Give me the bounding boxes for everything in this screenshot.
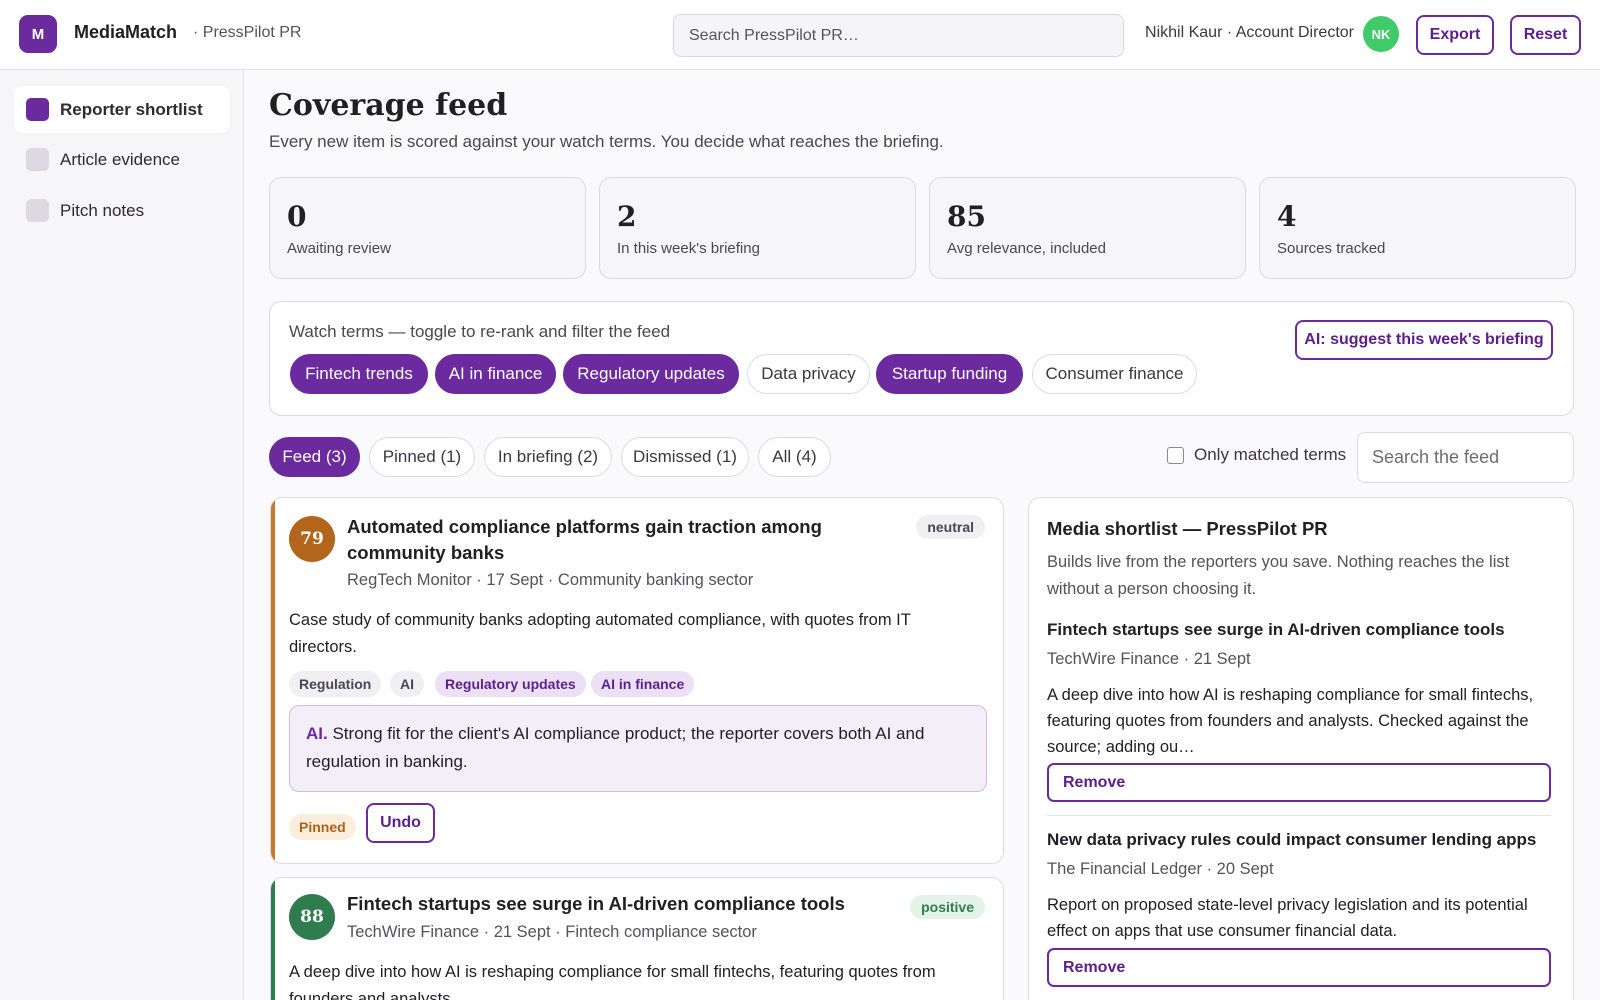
only-matched-label: Only matched terms: [1194, 445, 1347, 464]
panel-title: Media shortlist — PressPilot PR: [1047, 518, 1328, 539]
card-summary: A deep dive into how AI is reshaping com…: [289, 963, 936, 1000]
sidebar-item-label: Article evidence: [60, 149, 181, 169]
stat-value: 85: [947, 200, 986, 233]
sentiment-badge: positive: [910, 895, 985, 919]
watch-terms-label: Watch terms — toggle to re-rank and filt…: [289, 322, 671, 341]
panel-description: Builds live from the reporters you save.…: [1047, 553, 1510, 598]
app-name: MediaMatch: [74, 22, 178, 42]
avatar[interactable]: NK: [1363, 16, 1399, 52]
only-matched-toggle[interactable]: Only matched terms: [1167, 445, 1346, 465]
stat-card-in-briefing: 2 In this week's briefing: [599, 177, 916, 279]
watch-term-chip[interactable]: Startup funding: [876, 354, 1023, 394]
watch-term-chip[interactable]: Consumer finance: [1032, 354, 1197, 394]
tab-feed[interactable]: Feed (3): [269, 437, 360, 477]
status-badge: Pinned: [289, 814, 356, 840]
stat-label: Awaiting review: [287, 240, 391, 257]
only-matched-checkbox[interactable]: [1167, 446, 1184, 464]
relevance-score-badge: 79: [289, 516, 335, 562]
app-logo[interactable]: M: [19, 15, 57, 53]
sidebar-item-label: Pitch notes: [60, 200, 145, 220]
sidebar-item-article-evidence[interactable]: Article evidence: [14, 136, 230, 183]
shortlist-item-meta: TechWire Finance · 21 Sept: [1047, 650, 1251, 668]
shortlist-item-title[interactable]: Fintech startups see surge in AI-driven …: [1047, 620, 1505, 639]
card-meta: TechWire Finance · 21 Sept · Fintech com…: [347, 923, 757, 941]
tab-pinned[interactable]: Pinned (1): [369, 437, 475, 477]
user-name: Nikhil Kaur · Account Director: [1145, 24, 1354, 41]
tab-in-briefing[interactable]: In briefing (2): [484, 437, 612, 477]
stat-value: 2: [617, 200, 637, 233]
watch-term-chip[interactable]: Data privacy: [747, 354, 870, 394]
square-icon: [26, 199, 49, 222]
remove-button[interactable]: Remove: [1047, 763, 1551, 802]
page-title: Coverage feed: [269, 88, 508, 123]
tab-all[interactable]: All (4): [758, 437, 831, 477]
workspace-name: · PressPilot PR: [193, 24, 302, 41]
tab-dismissed[interactable]: Dismissed (1): [621, 437, 749, 477]
topic-tag: Regulation: [289, 671, 382, 697]
sidebar-item-pitch-notes[interactable]: Pitch notes: [14, 187, 230, 234]
card-accent-bar: [271, 498, 275, 863]
stat-label: Avg relevance, included: [947, 240, 1106, 257]
stat-card-sources-tracked: 4 Sources tracked: [1259, 177, 1576, 279]
ai-label: AI.: [306, 724, 328, 743]
reset-button[interactable]: Reset: [1510, 15, 1581, 55]
card-title[interactable]: Fintech startups see surge in AI-driven …: [347, 893, 845, 914]
media-shortlist-panel: Media shortlist — PressPilot PR Builds l…: [1028, 497, 1574, 1000]
top-bar: M MediaMatch · PressPilot PR Search Pres…: [0, 0, 1600, 70]
shortlist-item-summary: Report on proposed state-level privacy l…: [1047, 896, 1528, 940]
stat-value: 0: [287, 200, 307, 233]
matched-term-tag: Regulatory updates: [435, 671, 586, 697]
ai-suggest-briefing-button[interactable]: AI: suggest this week's briefing: [1295, 320, 1553, 360]
topic-tag: AI: [390, 671, 424, 697]
undo-button[interactable]: Undo: [366, 803, 435, 843]
card-accent-bar: [271, 878, 275, 1000]
square-icon: [26, 148, 49, 171]
sidebar-item-reporter-shortlist[interactable]: Reporter shortlist: [14, 86, 230, 133]
page-subtitle: Every new item is scored against your wa…: [269, 132, 944, 151]
watch-term-chip[interactable]: Regulatory updates: [563, 354, 739, 394]
shortlist-item-meta: The Financial Ledger · 20 Sept: [1047, 860, 1274, 878]
card-summary: Case study of community banks adopting a…: [289, 611, 911, 656]
square-icon: [26, 98, 49, 121]
card-meta: RegTech Monitor · 17 Sept · Community ba…: [347, 571, 754, 589]
sentiment-badge: neutral: [916, 515, 985, 539]
stat-label: Sources tracked: [1277, 240, 1386, 257]
card-title[interactable]: Automated compliance platforms gain trac…: [347, 516, 822, 563]
divider: [1047, 815, 1551, 816]
shortlist-item-summary: A deep dive into how AI is reshaping com…: [1047, 686, 1534, 756]
stat-label: In this week's briefing: [617, 240, 760, 257]
export-button[interactable]: Export: [1416, 15, 1494, 55]
watch-terms-panel: Watch terms — toggle to re-rank and filt…: [269, 301, 1574, 416]
stat-card-awaiting-review: 0 Awaiting review: [269, 177, 586, 279]
shortlist-item-title[interactable]: New data privacy rules could impact cons…: [1047, 830, 1537, 849]
sidebar-item-label: Reporter shortlist: [60, 99, 203, 119]
global-search-input[interactable]: Search PressPilot PR…: [673, 14, 1124, 57]
stat-value: 4: [1277, 200, 1297, 233]
watch-term-chip[interactable]: Fintech trends: [290, 354, 428, 394]
matched-term-tag: AI in finance: [591, 671, 695, 697]
watch-term-chip[interactable]: AI in finance: [435, 354, 556, 394]
relevance-score-badge: 88: [289, 894, 335, 940]
ai-note-text: Strong fit for the client's AI complianc…: [306, 724, 925, 771]
feed-card: 88 Fintech startups see surge in AI-driv…: [270, 877, 1004, 1000]
feed-search-input[interactable]: Search the feed: [1357, 432, 1574, 483]
remove-button[interactable]: Remove: [1047, 948, 1551, 987]
ai-note: AI. Strong fit for the client's AI compl…: [289, 705, 987, 792]
stat-card-avg-relevance: 85 Avg relevance, included: [929, 177, 1246, 279]
sidebar: Reporter shortlist Article evidence Pitc…: [0, 70, 244, 1000]
feed-card: 79 Automated compliance platforms gain t…: [270, 497, 1004, 864]
